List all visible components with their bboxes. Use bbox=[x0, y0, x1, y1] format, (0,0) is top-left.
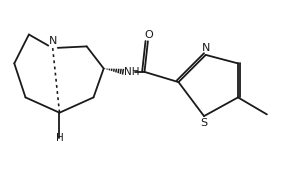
Text: NH: NH bbox=[124, 67, 140, 77]
Text: S: S bbox=[201, 118, 208, 128]
Text: O: O bbox=[144, 30, 153, 40]
Text: N: N bbox=[202, 43, 211, 53]
Text: H: H bbox=[55, 133, 63, 143]
Text: N: N bbox=[49, 36, 58, 46]
